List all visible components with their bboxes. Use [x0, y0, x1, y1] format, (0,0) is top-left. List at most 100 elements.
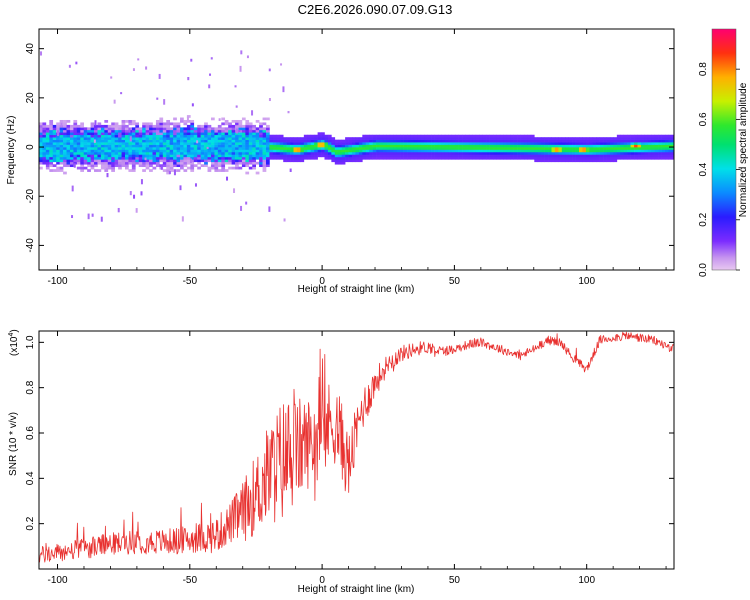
spectrogram-cell [231, 119, 236, 123]
spectrogram-cell [437, 144, 442, 148]
spectrogram-cell [444, 154, 449, 158]
spectrogram-cell [455, 151, 459, 155]
spectrogram-cell [493, 149, 497, 153]
spectrogram-cell [193, 129, 198, 133]
spectrogram-cell [231, 144, 236, 148]
spectrogram-cell [259, 151, 263, 155]
spectrogram-cell [510, 144, 514, 148]
spectrogram-cell [609, 142, 614, 145]
spectrogram-cell [537, 137, 542, 140]
spectrogram-cell [544, 156, 549, 160]
spectrogram-cell [210, 166, 215, 170]
spectrogram-cell [427, 156, 432, 160]
spectrogram-cell [637, 151, 642, 155]
spectrogram-cell [197, 156, 201, 160]
spectrogram-outlier [71, 215, 74, 219]
spectrogram-cell [417, 144, 422, 148]
y-tick-label: -20 [25, 189, 36, 204]
spectrogram-cell [83, 151, 88, 155]
spectrogram-cell [424, 134, 428, 138]
spectrogram-cell [83, 144, 88, 148]
spectrogram-cell [558, 151, 563, 155]
colorbar: 0.00.20.40.60.8 Normalized spectral ampl… [698, 28, 749, 277]
spectrogram-outlier [181, 216, 184, 222]
spectrogram-cell [245, 159, 250, 163]
spectrogram-cell [572, 142, 576, 145]
spectrogram-cell [486, 154, 490, 158]
spectrogram-cell [231, 151, 236, 155]
spectrogram-cell [111, 134, 115, 138]
spectrogram-cell [276, 147, 281, 150]
spectrogram-cell [300, 151, 305, 155]
spectrogram-cell [496, 154, 501, 158]
spectrogram-cell [616, 149, 621, 153]
spectrogram-cell [530, 151, 535, 155]
spectrogram-cell [345, 149, 349, 153]
spectrogram-cell [324, 156, 329, 160]
spectrogram-cell [162, 156, 167, 160]
spectrogram-cell [173, 156, 177, 160]
spectrogram-cell [417, 142, 422, 145]
spectrogram-cell [114, 156, 119, 160]
spectrogram-cell [231, 124, 236, 128]
spectrogram-cell [252, 164, 256, 168]
spectrogram-cell [207, 151, 212, 155]
spectrogram-cell [149, 156, 153, 160]
spectrogram-cell [52, 154, 57, 158]
spectrogram-cell [334, 154, 339, 158]
y-tick-label: 0 [25, 144, 36, 150]
spectrogram-cell [668, 147, 673, 150]
spectrogram-cell [290, 151, 294, 155]
spectrogram-cell [111, 137, 115, 140]
spectrogram-cell [190, 154, 195, 158]
spectrogram-cell [162, 154, 167, 158]
spectrogram-cell [534, 151, 539, 155]
spectrogram-cell [66, 161, 71, 165]
spectrogram-cell [118, 132, 122, 136]
spectrogram-cell [107, 156, 112, 160]
spectrogram-cell [527, 156, 532, 160]
y-tick-label: 0.4 [25, 471, 36, 485]
spectrogram-cell [448, 151, 453, 155]
spectrogram-cell [228, 166, 232, 170]
spectrogram-cell [554, 154, 559, 158]
spectrogram-cell [90, 144, 95, 148]
spectrogram-cell [334, 147, 339, 150]
spectrogram-cell [169, 144, 174, 148]
spectrogram-cell [56, 147, 60, 150]
spectrogram-cell [255, 154, 260, 158]
spectrogram-cell [393, 151, 398, 155]
spectrogram-cell [162, 134, 167, 138]
spectrogram-cell [114, 127, 119, 131]
spectrogram-cell [217, 137, 222, 140]
spectrogram-cell [589, 137, 594, 140]
spectrogram-cell [217, 147, 222, 150]
spectrogram-cell [135, 154, 140, 158]
spectrogram-cell [599, 149, 604, 153]
spectrogram-cell [83, 161, 88, 165]
spectrogram-cell [42, 124, 47, 128]
spectrogram-cell [462, 149, 466, 153]
spectrogram-cell [56, 137, 60, 140]
spectrogram-cell [290, 144, 294, 148]
spectrogram-cell [637, 154, 642, 158]
spectrogram-cell [200, 139, 205, 143]
spectrogram-cell [107, 132, 112, 136]
spectrogram-cell [627, 151, 631, 155]
spectrogram-cell [407, 144, 411, 148]
spectrogram-cell [107, 166, 112, 170]
spectrogram-cell [327, 154, 332, 158]
spectrogram-cell [327, 144, 332, 148]
spectrogram-cell [104, 156, 109, 160]
spectrogram-cell [118, 134, 122, 138]
snr-scale-exponent: 4 [8, 333, 15, 337]
spectrogram-cell [83, 149, 88, 153]
spectrogram-cell [231, 139, 236, 143]
spectrogram-cell [307, 156, 312, 160]
spectrogram-cell [520, 137, 525, 140]
spectrogram-cell [630, 134, 635, 138]
spectrogram-outlier [156, 97, 159, 100]
spectrogram-cell [272, 154, 277, 158]
spectrogram-cell [159, 156, 164, 160]
spectrogram-cell [80, 156, 85, 160]
